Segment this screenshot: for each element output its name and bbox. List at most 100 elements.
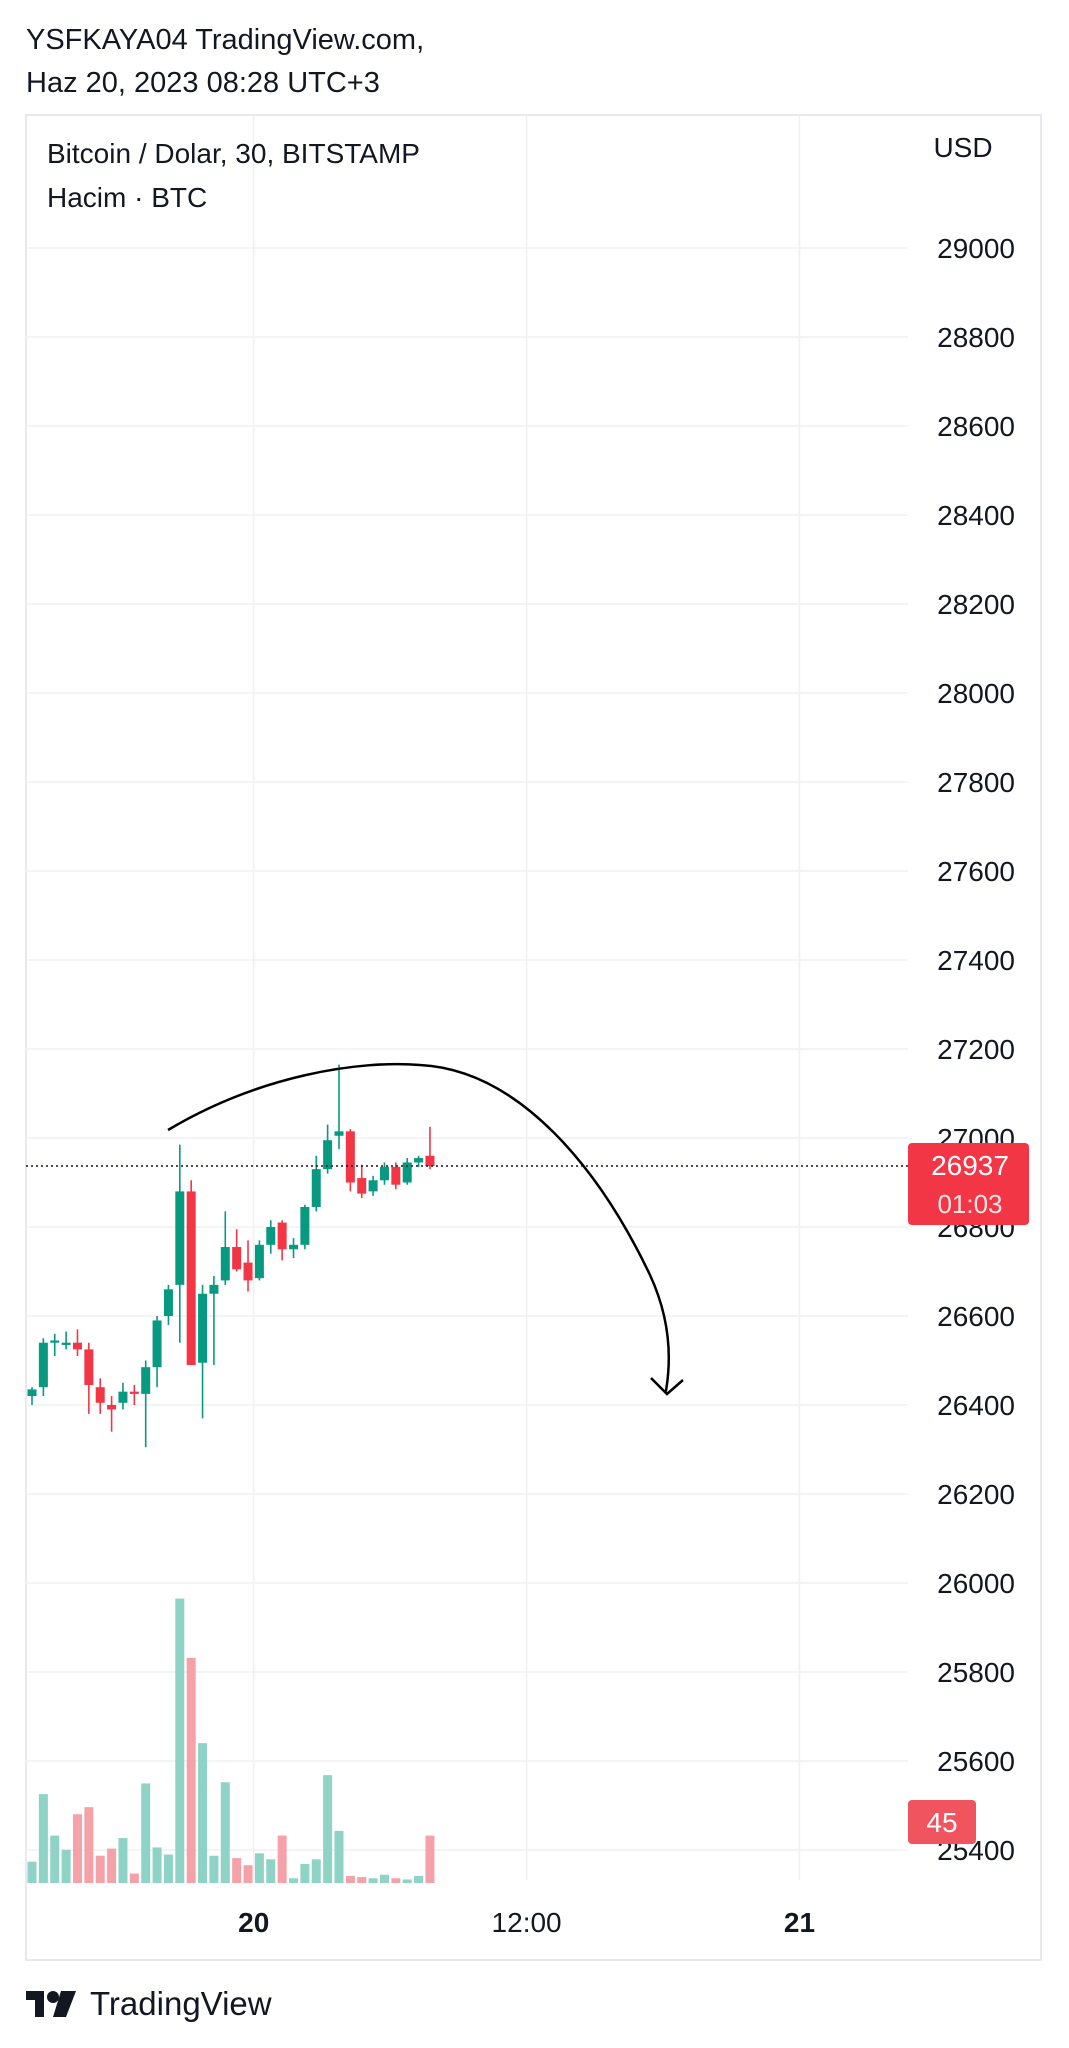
- volume-bar: [311, 1859, 321, 1883]
- chart-author-line: YSFKAYA04 TradingView.com,: [26, 24, 425, 56]
- volume-bar: [243, 1865, 253, 1883]
- candle-body: [107, 1405, 117, 1410]
- volume-bar: [300, 1864, 310, 1883]
- candle-body: [152, 1320, 162, 1368]
- volume-bars: [27, 1598, 435, 1883]
- candle-body: [129, 1391, 139, 1394]
- candle-body: [163, 1289, 173, 1316]
- volume-bar: [402, 1879, 412, 1883]
- candle-body: [38, 1342, 48, 1388]
- candle-body: [323, 1140, 333, 1170]
- volume-bar: [198, 1743, 208, 1883]
- volume-bar: [152, 1847, 162, 1883]
- candle-body: [368, 1180, 378, 1192]
- volume-bar: [345, 1875, 355, 1883]
- price-tick-label: 27400: [937, 945, 1015, 976]
- volume-bar: [129, 1873, 139, 1883]
- candle-body: [243, 1262, 253, 1281]
- candle-body: [266, 1227, 276, 1245]
- volume-legend[interactable]: Hacim · BTC: [47, 182, 208, 213]
- volume-bar: [254, 1853, 264, 1883]
- candle-body: [72, 1342, 82, 1350]
- tradingview-logo-icon: [26, 1991, 76, 2017]
- candle-body: [379, 1166, 389, 1181]
- candle-body: [334, 1131, 344, 1136]
- chart-frame: [25, 114, 1042, 1961]
- last-volume-badge: 45: [908, 1800, 976, 1844]
- price-tick-label: 27200: [937, 1034, 1015, 1065]
- time-tick-label: 12:00: [492, 1907, 562, 1938]
- price-tick-label: 26400: [937, 1390, 1015, 1421]
- candle-body: [414, 1158, 424, 1163]
- volume-bar: [163, 1854, 173, 1883]
- volume-bar: [368, 1878, 378, 1883]
- candle-body: [425, 1155, 435, 1167]
- volume-bar: [141, 1783, 151, 1883]
- candle-body: [175, 1191, 185, 1285]
- candle-body: [84, 1349, 94, 1385]
- volume-bar: [50, 1835, 60, 1883]
- price-tick-label: 26000: [937, 1568, 1015, 1599]
- volume-bar: [323, 1775, 333, 1883]
- price-tick-label: 28600: [937, 411, 1015, 442]
- candle-body: [209, 1284, 219, 1294]
- candle-body: [357, 1178, 367, 1194]
- candle-body: [220, 1247, 230, 1281]
- volume-bar: [209, 1855, 219, 1883]
- candle-body: [345, 1131, 355, 1183]
- candle-body: [311, 1169, 321, 1207]
- volume-bar: [425, 1835, 435, 1883]
- volume-bar: [289, 1878, 299, 1883]
- volume-bar: [38, 1794, 48, 1883]
- chart-timestamp: Haz 20, 2023 08:28 UTC+3: [26, 67, 380, 99]
- footer-brand[interactable]: TradingView: [26, 1982, 272, 2026]
- candle-body: [300, 1206, 310, 1245]
- price-tick-label: 29000: [937, 233, 1015, 264]
- candle-body: [254, 1244, 264, 1279]
- price-tick-label: 27800: [937, 767, 1015, 798]
- symbol-legend[interactable]: Bitcoin / Dolar, 30, BITSTAMP: [47, 138, 420, 169]
- drawn-arrowhead-icon: [650, 1377, 684, 1396]
- time-axis: 20 12:00 21: [238, 1907, 815, 1938]
- time-tick-label: 21: [784, 1907, 815, 1938]
- price-tick-label: 26600: [937, 1301, 1015, 1332]
- volume-bar: [72, 1814, 82, 1883]
- price-tick-label: 28800: [937, 322, 1015, 353]
- candle-body: [198, 1293, 208, 1363]
- candle-body: [402, 1162, 412, 1183]
- volume-bar: [118, 1837, 128, 1883]
- currency-label: USD: [933, 132, 992, 163]
- chart-gridlines: [26, 115, 908, 1880]
- candle-body: [289, 1244, 299, 1250]
- candlesticks: [27, 1064, 435, 1448]
- time-tick-label: 20: [238, 1907, 269, 1938]
- volume-bar: [27, 1861, 37, 1883]
- volume-bar: [95, 1855, 105, 1883]
- last-price-value: 26937: [931, 1150, 1009, 1181]
- volume-bar: [277, 1835, 287, 1883]
- candle-body: [186, 1191, 196, 1365]
- volume-bar: [232, 1858, 242, 1883]
- candle-body: [141, 1367, 151, 1394]
- price-tick-label: 27600: [937, 856, 1015, 887]
- volume-bar: [220, 1782, 230, 1883]
- candle-body: [277, 1222, 287, 1250]
- volume-bar: [107, 1848, 117, 1883]
- volume-bar: [391, 1878, 401, 1883]
- bar-countdown: 01:03: [937, 1189, 1002, 1219]
- price-tick-label: 28200: [937, 589, 1015, 620]
- candle-body: [27, 1389, 37, 1397]
- volume-bar: [379, 1874, 389, 1883]
- price-tick-label: 25600: [937, 1746, 1015, 1777]
- candle-body: [232, 1247, 242, 1270]
- brand-name: TradingView: [90, 1985, 272, 2022]
- candle-body: [95, 1387, 105, 1403]
- candle-body: [61, 1342, 71, 1345]
- volume-bar: [175, 1598, 185, 1883]
- volume-bar: [414, 1875, 424, 1883]
- price-axis: 29000 28800 28600 28400 28200 28000 27800 27600…: [937, 233, 1015, 1866]
- volume-bar: [186, 1657, 196, 1883]
- price-tick-label: 28000: [937, 678, 1015, 709]
- volume-bar: [266, 1859, 276, 1883]
